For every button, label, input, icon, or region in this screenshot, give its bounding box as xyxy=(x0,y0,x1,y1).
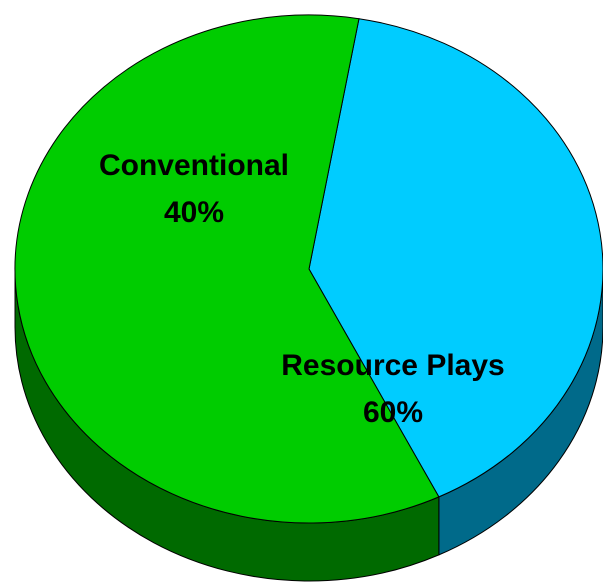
pie-tops xyxy=(15,15,603,523)
slice-value-resource-plays: 60% xyxy=(363,396,423,429)
slice-label-resource-plays: Resource Plays xyxy=(281,349,504,382)
slice-value-conventional: 40% xyxy=(164,196,224,229)
slice-label-conventional: Conventional xyxy=(99,149,289,182)
